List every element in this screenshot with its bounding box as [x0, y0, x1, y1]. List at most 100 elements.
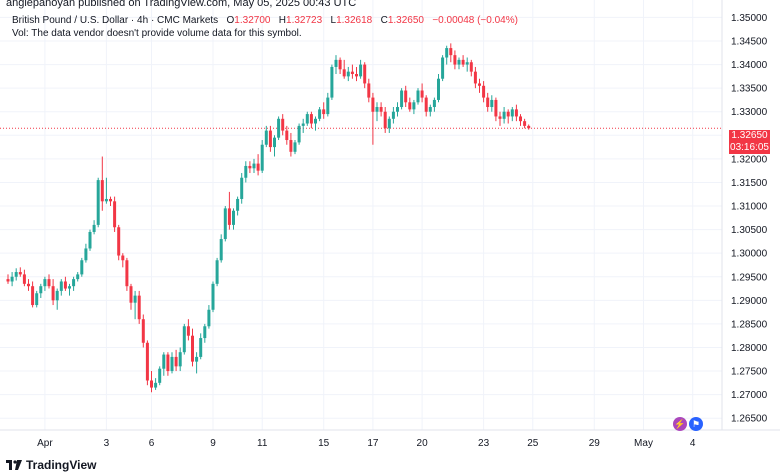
candle[interactable]	[330, 64, 334, 100]
candle[interactable]	[43, 276, 47, 291]
candle[interactable]	[195, 352, 199, 374]
candle[interactable]	[445, 45, 449, 65]
candle[interactable]	[150, 371, 153, 393]
candle[interactable]	[461, 55, 465, 67]
candle[interactable]	[527, 124, 531, 130]
candle[interactable]	[478, 78, 481, 93]
candle[interactable]	[14, 268, 18, 281]
candle[interactable]	[100, 156, 104, 211]
candle[interactable]	[203, 323, 207, 343]
candle[interactable]	[113, 196, 117, 232]
candle[interactable]	[27, 279, 30, 291]
candle[interactable]	[92, 220, 96, 235]
candle[interactable]	[104, 177, 108, 204]
candle[interactable]	[424, 95, 428, 117]
candle[interactable]	[51, 279, 55, 306]
candle[interactable]	[268, 125, 272, 152]
candle[interactable]	[10, 272, 14, 287]
candle[interactable]	[383, 107, 387, 133]
candle[interactable]	[420, 83, 424, 103]
candle[interactable]	[359, 59, 363, 79]
candle[interactable]	[473, 66, 477, 89]
candle[interactable]	[367, 78, 371, 103]
candle[interactable]	[408, 97, 412, 112]
candle[interactable]	[240, 173, 244, 204]
candle[interactable]	[6, 274, 10, 284]
candle[interactable]	[236, 196, 240, 216]
candle[interactable]	[18, 267, 22, 277]
candle[interactable]	[285, 125, 289, 145]
candle[interactable]	[145, 340, 149, 386]
candle[interactable]	[191, 328, 194, 367]
candle[interactable]	[55, 288, 59, 310]
candle[interactable]	[137, 290, 141, 324]
candle[interactable]	[412, 99, 416, 115]
candle[interactable]	[88, 229, 92, 251]
candle[interactable]	[248, 161, 252, 174]
candle[interactable]	[199, 333, 203, 360]
candle[interactable]	[519, 114, 522, 126]
candle[interactable]	[396, 102, 399, 117]
candle[interactable]	[182, 323, 186, 355]
candle[interactable]	[387, 116, 391, 133]
candle[interactable]	[498, 111, 502, 126]
candle[interactable]	[277, 116, 281, 141]
candle[interactable]	[129, 283, 133, 310]
candle[interactable]	[441, 55, 445, 82]
symbol-label[interactable]: British Pound / U.S. Dollar · 4h · CMC M…	[12, 15, 219, 26]
candle[interactable]	[379, 102, 383, 117]
candle[interactable]	[350, 64, 354, 79]
candle[interactable]	[166, 352, 170, 376]
candle[interactable]	[314, 116, 317, 131]
candle[interactable]	[215, 257, 219, 287]
candle[interactable]	[47, 274, 51, 289]
candle[interactable]	[133, 290, 137, 320]
candle[interactable]	[326, 92, 330, 117]
candle[interactable]	[22, 269, 26, 287]
candle[interactable]	[293, 140, 297, 155]
candle[interactable]	[289, 132, 293, 157]
candle[interactable]	[96, 177, 100, 228]
candle[interactable]	[510, 107, 514, 122]
candle[interactable]	[80, 257, 84, 277]
flag-icon[interactable]: ⚑	[689, 417, 703, 431]
candle[interactable]	[432, 97, 436, 112]
candle[interactable]	[84, 243, 88, 263]
candle[interactable]	[490, 95, 494, 112]
candle[interactable]	[465, 57, 469, 72]
candle[interactable]	[59, 279, 63, 296]
candle[interactable]	[174, 349, 178, 372]
candle[interactable]	[428, 104, 432, 117]
candle[interactable]	[178, 347, 182, 372]
flash-icon[interactable]: ⚡	[673, 417, 687, 431]
candle[interactable]	[72, 276, 76, 291]
candle[interactable]	[125, 257, 129, 291]
candle[interactable]	[334, 55, 338, 75]
candle[interactable]	[342, 59, 346, 79]
candle[interactable]	[227, 191, 231, 230]
candle[interactable]	[371, 92, 375, 145]
candle[interactable]	[256, 154, 260, 176]
candle[interactable]	[264, 125, 268, 148]
candle[interactable]	[506, 109, 510, 124]
candle[interactable]	[244, 161, 248, 183]
candle[interactable]	[391, 107, 395, 124]
candle[interactable]	[117, 224, 121, 261]
candle[interactable]	[211, 281, 215, 313]
candle[interactable]	[39, 283, 43, 298]
candle[interactable]	[223, 206, 227, 242]
candle[interactable]	[35, 290, 39, 308]
candle[interactable]	[375, 102, 379, 122]
candle[interactable]	[76, 272, 80, 282]
candle[interactable]	[486, 92, 490, 112]
candle[interactable]	[232, 208, 235, 230]
candle[interactable]	[186, 319, 190, 341]
candle[interactable]	[63, 276, 67, 291]
candle[interactable]	[453, 50, 457, 70]
candle[interactable]	[494, 97, 498, 122]
candle[interactable]	[273, 135, 276, 157]
candle[interactable]	[207, 305, 211, 329]
candle[interactable]	[523, 118, 527, 129]
